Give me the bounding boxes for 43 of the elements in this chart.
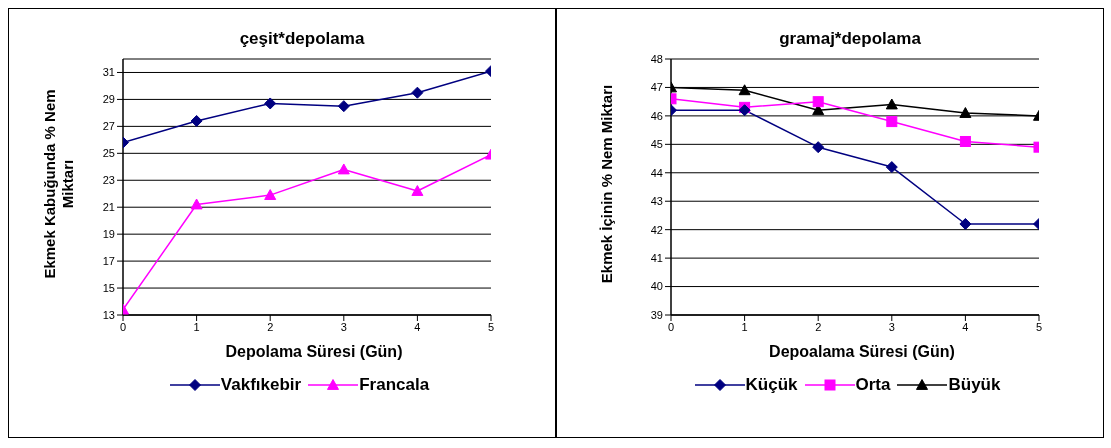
y-tick-label: 42 — [650, 223, 663, 236]
legend-label: Francala — [359, 375, 430, 395]
y-tick-label: 46 — [650, 109, 663, 122]
x-tick-label: 2 — [267, 320, 274, 333]
y-axis-title: Ekmek İçinin % Nem Miktarı — [598, 84, 616, 284]
x-axis-title: Depoalama Süresi (Gün) — [768, 343, 956, 361]
y-axis-title: Ekmek Kabuğunda % Nem Miktarı — [41, 88, 77, 281]
legend-label: Büyük — [948, 375, 1001, 395]
x-axis-title: Depolama Süresi (Gün) — [224, 343, 404, 361]
x-tick-label: 0 — [667, 320, 675, 333]
y-tick-label: 47 — [650, 81, 663, 94]
y-tick-label: 27 — [102, 120, 115, 133]
y-tick-label: 44 — [650, 166, 663, 179]
y-tick-label: 39 — [650, 308, 663, 321]
y-tick-label: 19 — [102, 228, 115, 241]
x-tick-label: 1 — [741, 320, 748, 333]
y-tick-label: 23 — [102, 174, 115, 187]
x-tick-label: 3 — [888, 320, 895, 333]
legend-label: Vakfıkebir — [220, 375, 302, 395]
y-tick-label: 45 — [650, 138, 663, 151]
x-tick-label: 0 — [119, 320, 127, 333]
chart-title: çeşit*depolama — [238, 29, 366, 49]
y-tick-label: 41 — [650, 252, 663, 265]
x-tick-label: 2 — [815, 320, 822, 333]
y-tick-label: 48 — [650, 52, 663, 65]
legend-label: Küçük — [745, 375, 798, 395]
y-tick-label: 40 — [650, 280, 663, 293]
y-tick-label: 21 — [102, 201, 115, 214]
y-tick-label: 43 — [650, 195, 663, 208]
x-tick-label: 5 — [487, 320, 495, 333]
x-tick-label: 3 — [340, 320, 347, 333]
legend-label: Orta — [855, 375, 891, 395]
y-tick-label: 15 — [102, 281, 115, 294]
chart-title: gramaj*depolama — [778, 29, 922, 49]
y-tick-label: 29 — [102, 93, 115, 106]
y-tick-label: 13 — [102, 308, 115, 321]
x-tick-label: 5 — [1035, 320, 1043, 333]
y-tick-label: 25 — [102, 147, 115, 160]
y-tick-label: 17 — [102, 255, 115, 268]
x-tick-label: 1 — [193, 320, 200, 333]
y-tick-label: 31 — [102, 66, 115, 79]
x-tick-label: 4 — [414, 320, 421, 333]
x-tick-label: 4 — [962, 320, 969, 333]
